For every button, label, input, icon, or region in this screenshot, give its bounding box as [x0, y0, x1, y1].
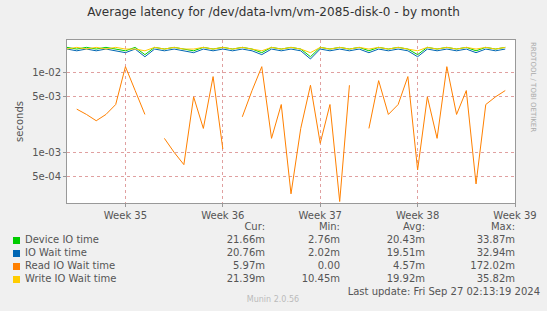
svg-text:1e-02: 1e-02	[32, 67, 61, 78]
svg-text:Week 39: Week 39	[493, 210, 536, 221]
svg-text:5e-03: 5e-03	[32, 91, 61, 102]
html-text:0.00: 0.00	[317, 260, 340, 271]
svg-text:Week 36: Week 36	[201, 210, 244, 221]
html-text:Last update: Fri Sep 27 02:13:: Last update: Fri Sep 27 02:13:19 2024	[347, 286, 540, 297]
svg-text:Week 35: Week 35	[104, 210, 147, 221]
html-text:32.94m: 32.94m	[476, 247, 515, 258]
html-text:19.51m: 19.51m	[386, 247, 425, 258]
html-text:Munin 2.0.56: Munin 2.0.56	[246, 295, 300, 304]
html-text:172.02m: 172.02m	[470, 260, 515, 271]
svg-text:RRDTOOL / TOBI OETIKER: RRDTOOL / TOBI OETIKER	[529, 42, 537, 132]
html-text:Read IO Wait time: Read IO Wait time	[25, 260, 116, 271]
html-text:2.02m: 2.02m	[308, 247, 340, 258]
html-text:Avg:: Avg:	[403, 221, 425, 232]
svg-text:5e-04: 5e-04	[32, 171, 61, 182]
svg-text:1e-03: 1e-03	[32, 147, 61, 158]
html-text:21.39m: 21.39m	[226, 273, 265, 284]
html-text:33.87m: 33.87m	[476, 234, 515, 245]
svg-text:seconds: seconds	[14, 101, 25, 142]
html-text:Min:: Min:	[318, 221, 340, 232]
html-text:4.57m: 4.57m	[393, 260, 425, 271]
html-text:19.92m: 19.92m	[386, 273, 425, 284]
html-text:10.45m: 10.45m	[301, 273, 340, 284]
html-text:IO Wait time: IO Wait time	[25, 247, 87, 258]
svg-text:Average latency for /dev/data-: Average latency for /dev/data-lvm/vm-208…	[87, 5, 460, 19]
svg-text:Week 37: Week 37	[299, 210, 342, 221]
html-text:Device IO time: Device IO time	[25, 234, 99, 245]
svg-text:Week 38: Week 38	[396, 210, 439, 221]
html-text:35.82m: 35.82m	[476, 273, 515, 284]
html-text:20.43m: 20.43m	[386, 234, 425, 245]
html-text:20.76m: 20.76m	[226, 247, 265, 258]
html-text:Cur:: Cur:	[244, 221, 265, 232]
html-text:5.97m: 5.97m	[233, 260, 265, 271]
html-text:Max:: Max:	[491, 221, 515, 232]
html-text:Write IO Wait time: Write IO Wait time	[25, 273, 117, 284]
html-text:2.76m: 2.76m	[308, 234, 340, 245]
html-text:21.66m: 21.66m	[226, 234, 265, 245]
